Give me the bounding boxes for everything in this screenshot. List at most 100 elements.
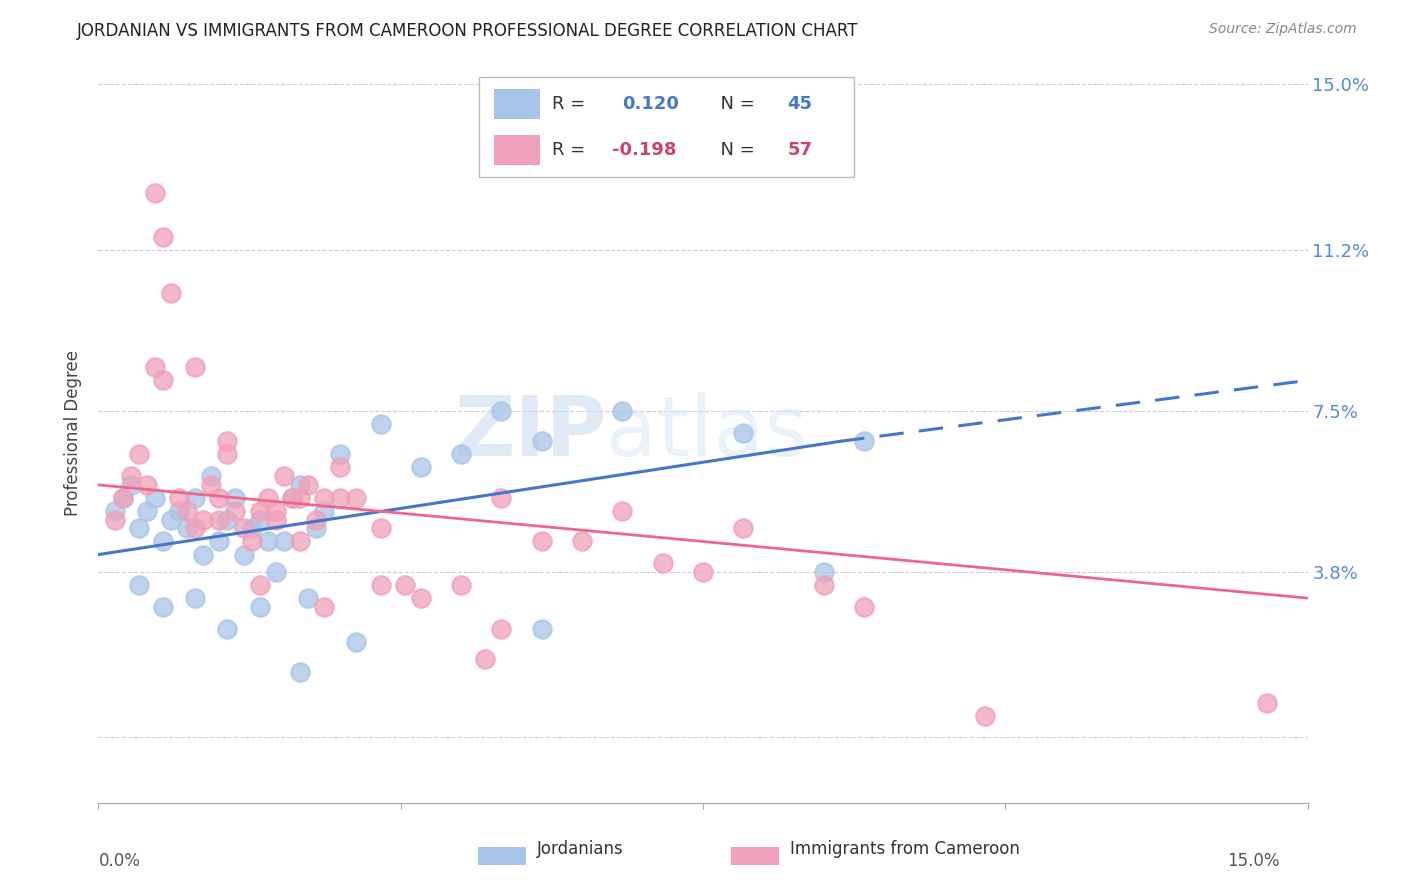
Point: [249, 513, 271, 527]
Point: [176, 521, 198, 535]
Point: [612, 504, 634, 518]
Point: [135, 478, 157, 492]
Point: [224, 504, 246, 518]
Point: [530, 622, 553, 636]
Point: [264, 565, 287, 579]
Point: [370, 521, 392, 535]
Point: [193, 513, 215, 527]
Point: [111, 491, 134, 505]
Text: 45: 45: [787, 95, 813, 113]
Point: [160, 286, 183, 301]
Text: 15.0%: 15.0%: [1227, 852, 1279, 870]
Point: [409, 591, 432, 606]
Point: [120, 469, 142, 483]
Point: [143, 186, 166, 200]
Point: [217, 434, 239, 449]
Text: atlas: atlas: [606, 392, 808, 473]
Text: ZIP: ZIP: [454, 392, 606, 473]
Point: [256, 491, 278, 505]
Point: [450, 447, 472, 461]
Point: [1256, 696, 1278, 710]
Point: [491, 622, 513, 636]
Point: [370, 417, 392, 431]
Bar: [494, 136, 540, 165]
Point: [314, 599, 336, 614]
Point: [256, 534, 278, 549]
Point: [249, 578, 271, 592]
Point: [128, 578, 150, 592]
Text: Source: ZipAtlas.com: Source: ZipAtlas.com: [1209, 22, 1357, 37]
Point: [176, 504, 198, 518]
Point: [450, 578, 472, 592]
Point: [314, 491, 336, 505]
Point: [329, 460, 352, 475]
Point: [120, 478, 142, 492]
Text: JORDANIAN VS IMMIGRANTS FROM CAMEROON PROFESSIONAL DEGREE CORRELATION CHART: JORDANIAN VS IMMIGRANTS FROM CAMEROON PR…: [77, 22, 859, 40]
Point: [152, 599, 174, 614]
Point: [184, 521, 207, 535]
Point: [273, 469, 295, 483]
Point: [329, 491, 352, 505]
Point: [344, 634, 367, 648]
Point: [152, 229, 174, 244]
Point: [184, 360, 207, 375]
Point: [491, 491, 513, 505]
Point: [200, 478, 222, 492]
Point: [208, 534, 231, 549]
Text: R =: R =: [551, 95, 596, 113]
Point: [474, 652, 496, 666]
Text: 57: 57: [787, 141, 813, 159]
Y-axis label: Professional Degree: Professional Degree: [65, 350, 83, 516]
Point: [733, 425, 755, 440]
Point: [297, 591, 319, 606]
Point: [152, 534, 174, 549]
Point: [217, 447, 239, 461]
Point: [264, 504, 287, 518]
Point: [329, 447, 352, 461]
Point: [288, 665, 311, 680]
Point: [240, 534, 263, 549]
Point: [314, 504, 336, 518]
Text: Immigrants from Cameroon: Immigrants from Cameroon: [790, 840, 1019, 858]
Point: [240, 521, 263, 535]
Point: [288, 478, 311, 492]
Point: [651, 556, 673, 570]
Point: [813, 578, 835, 592]
Point: [344, 491, 367, 505]
Point: [974, 708, 997, 723]
Point: [249, 504, 271, 518]
Text: Jordanians: Jordanians: [537, 840, 624, 858]
Point: [288, 534, 311, 549]
Point: [128, 447, 150, 461]
Text: 0.120: 0.120: [621, 95, 679, 113]
Point: [167, 491, 190, 505]
Point: [692, 565, 714, 579]
Point: [370, 578, 392, 592]
Point: [394, 578, 416, 592]
Point: [143, 491, 166, 505]
Point: [208, 491, 231, 505]
Point: [217, 622, 239, 636]
Point: [232, 521, 254, 535]
Point: [491, 404, 513, 418]
Point: [733, 521, 755, 535]
Point: [184, 591, 207, 606]
Text: N =: N =: [709, 95, 761, 113]
Point: [853, 434, 876, 449]
Point: [264, 513, 287, 527]
Point: [128, 521, 150, 535]
Point: [281, 491, 304, 505]
Point: [530, 534, 553, 549]
Point: [208, 513, 231, 527]
Text: N =: N =: [709, 141, 761, 159]
Point: [571, 534, 593, 549]
Point: [281, 491, 304, 505]
Point: [612, 404, 634, 418]
Text: -0.198: -0.198: [613, 141, 676, 159]
Point: [200, 469, 222, 483]
Text: 0.0%: 0.0%: [98, 852, 141, 870]
Point: [288, 491, 311, 505]
Point: [305, 521, 328, 535]
Point: [103, 504, 125, 518]
Point: [813, 565, 835, 579]
